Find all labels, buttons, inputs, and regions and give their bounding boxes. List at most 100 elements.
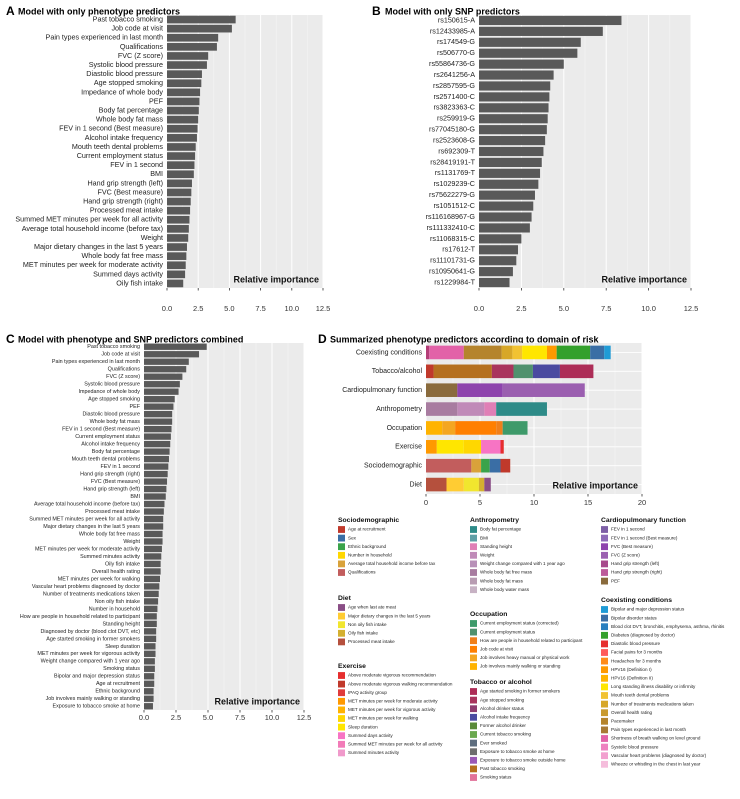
bar bbox=[167, 43, 217, 51]
legend-swatch bbox=[601, 674, 608, 682]
stacked-bar-segment bbox=[463, 440, 482, 454]
category-label: Processed meat intake bbox=[85, 509, 140, 515]
legend-label: MET minutes per week for vigorous activi… bbox=[348, 707, 436, 712]
bar bbox=[144, 411, 173, 418]
legend-label: Pain types experienced in last month bbox=[611, 727, 687, 732]
legend-swatch bbox=[338, 543, 345, 551]
bar bbox=[167, 252, 187, 260]
bar bbox=[144, 613, 157, 620]
category-label: Average total household income (before t… bbox=[34, 501, 140, 507]
x-tick-label: 0.0 bbox=[162, 304, 172, 313]
stacked-bar-segment bbox=[491, 364, 514, 379]
legend-label: MET minutes per week for moderate activi… bbox=[348, 699, 438, 704]
legend-swatch bbox=[470, 620, 477, 627]
legend-label: Sex bbox=[348, 535, 357, 540]
bar bbox=[167, 15, 236, 24]
legend-label: FVC (Z score) bbox=[611, 553, 640, 558]
stacked-bar-segment bbox=[590, 345, 605, 360]
legend-label: Processed meat intake bbox=[348, 639, 395, 644]
category-label: Average total household income (before t… bbox=[22, 224, 163, 233]
legend-label: Shortness of breath walking on level gro… bbox=[611, 736, 701, 741]
bar bbox=[167, 79, 202, 88]
legend-label: Vascular heart problems (diagnosed by do… bbox=[611, 753, 707, 758]
bar bbox=[144, 635, 157, 642]
legend-swatch bbox=[338, 534, 345, 542]
legend-swatch bbox=[470, 654, 477, 662]
category-label: Whole body fat free mass bbox=[82, 251, 164, 260]
category-label: Hand grip strength (right) bbox=[80, 471, 140, 477]
category-label: MET minutes per week for walking bbox=[58, 576, 140, 582]
legend-label: Age when last ate meat bbox=[348, 605, 397, 610]
legend-label: Whole body fat free mass bbox=[480, 570, 533, 575]
legend-swatch bbox=[470, 543, 477, 551]
stacked-bar-segment bbox=[426, 402, 458, 416]
category-label: Job code at visit bbox=[101, 352, 140, 358]
category-label: rs692309-T bbox=[438, 146, 475, 155]
legend-swatch bbox=[601, 640, 608, 648]
stacked-bar-segment bbox=[500, 440, 504, 454]
legend-group-title: Tobacco or alcohol bbox=[470, 679, 532, 686]
legend-swatch bbox=[601, 726, 608, 734]
stacked-bar-segment bbox=[457, 402, 485, 416]
legend-swatch bbox=[470, 739, 477, 747]
category-label: Diastolic blood pressure bbox=[86, 69, 163, 78]
bar bbox=[144, 425, 172, 433]
legend-label: Past tobacco smoking bbox=[480, 766, 525, 771]
legend-swatch bbox=[338, 638, 345, 646]
panel-letter: C bbox=[6, 332, 15, 346]
bar bbox=[167, 106, 199, 115]
category-label: rs2641256-A bbox=[434, 70, 475, 79]
category-label: rs17612-T bbox=[442, 245, 475, 254]
category-label: Summed MET minutes per week for all acti… bbox=[15, 215, 163, 224]
category-label: Pain types experienced in last month bbox=[52, 359, 140, 365]
stacked-bar-segment bbox=[546, 345, 557, 360]
category-label: Job code at visit bbox=[111, 24, 163, 33]
category-label: Alcohol intake frequency bbox=[85, 133, 164, 142]
legend-swatch bbox=[470, 756, 477, 764]
bar bbox=[144, 373, 183, 380]
legend-swatch bbox=[601, 623, 608, 631]
legend-label: Summed MET minutes per week for all acti… bbox=[348, 742, 443, 747]
legend-label: Qualifications bbox=[348, 570, 376, 575]
category-label: Body fat percentage bbox=[99, 105, 163, 114]
legend-swatch bbox=[338, 612, 345, 620]
bar bbox=[479, 245, 519, 255]
bar bbox=[479, 256, 517, 266]
legend-label: Facial pains for 3 months bbox=[611, 650, 663, 655]
category-label: Body fat percentage bbox=[92, 449, 140, 455]
bar bbox=[167, 52, 209, 60]
legend-swatch bbox=[601, 649, 608, 656]
bar bbox=[144, 553, 162, 560]
stacked-bar-segment bbox=[513, 364, 533, 379]
legend-swatch bbox=[470, 722, 477, 730]
legend-swatch bbox=[601, 543, 608, 551]
category-label: Systolic blood pressure bbox=[89, 60, 163, 69]
category-label: Past tobacco smoking bbox=[87, 344, 140, 350]
category-label: FVC (Best measure) bbox=[91, 479, 140, 485]
bar bbox=[144, 351, 200, 358]
category-label: Processed meat intake bbox=[90, 206, 163, 215]
legend-swatch bbox=[338, 689, 345, 697]
legend-group-diet: Diet Age when last ate meat Major dietary … bbox=[338, 595, 431, 646]
legend-label: PEF bbox=[611, 578, 620, 583]
category-label: FEV in 1 second (Best measure) bbox=[62, 427, 140, 433]
legend-label: Job code at visit bbox=[480, 647, 514, 652]
x-tick-label: 0.0 bbox=[474, 304, 484, 313]
bar bbox=[167, 225, 189, 233]
stacked-bar-segment bbox=[433, 364, 492, 379]
legend-label: FEV in 1 second bbox=[611, 527, 645, 532]
bar bbox=[479, 92, 550, 102]
category-label: Systolic blood pressure bbox=[84, 382, 140, 388]
category-label: MET minutes per week for moderate activi… bbox=[23, 260, 163, 269]
bar bbox=[479, 190, 535, 200]
legend-group-exercise: Exercise Above moderate vigorous recommen… bbox=[338, 663, 453, 757]
bar bbox=[144, 455, 169, 463]
legend-swatch bbox=[338, 706, 345, 714]
category-label: Weight bbox=[141, 233, 163, 242]
legend-group-occupation: Occupation Current employment status (cor… bbox=[470, 611, 583, 670]
category-label: Sociodemographic bbox=[364, 463, 422, 470]
legend-swatch bbox=[470, 765, 477, 773]
bar bbox=[144, 643, 156, 650]
category-label: Coexisting conditions bbox=[356, 349, 423, 356]
category-label: Occupation bbox=[387, 425, 423, 432]
